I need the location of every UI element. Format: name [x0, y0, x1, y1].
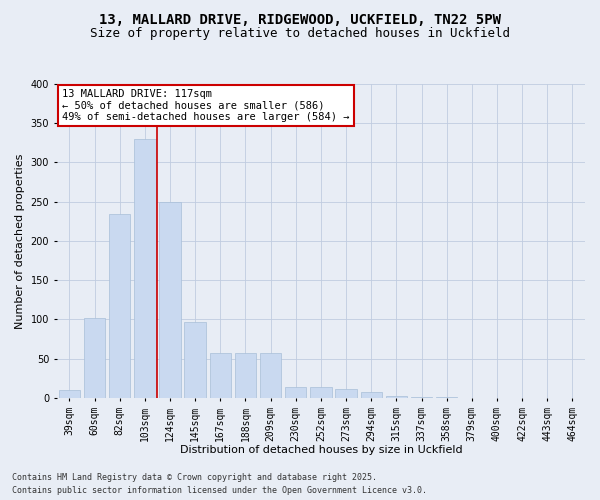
Bar — [310, 387, 332, 398]
Bar — [285, 387, 307, 398]
Bar — [361, 392, 382, 398]
Y-axis label: Number of detached properties: Number of detached properties — [15, 154, 25, 328]
Text: 13, MALLARD DRIVE, RIDGEWOOD, UCKFIELD, TN22 5PW: 13, MALLARD DRIVE, RIDGEWOOD, UCKFIELD, … — [99, 12, 501, 26]
Bar — [160, 202, 181, 398]
Text: 13 MALLARD DRIVE: 117sqm
← 50% of detached houses are smaller (586)
49% of semi-: 13 MALLARD DRIVE: 117sqm ← 50% of detach… — [62, 88, 350, 122]
Bar — [335, 388, 357, 398]
Bar — [235, 353, 256, 398]
Bar — [59, 390, 80, 398]
Text: Size of property relative to detached houses in Uckfield: Size of property relative to detached ho… — [90, 28, 510, 40]
Bar — [260, 353, 281, 398]
Bar — [209, 353, 231, 398]
Bar — [84, 318, 105, 398]
Bar — [386, 396, 407, 398]
Bar — [411, 397, 432, 398]
Text: Contains HM Land Registry data © Crown copyright and database right 2025.: Contains HM Land Registry data © Crown c… — [12, 474, 377, 482]
X-axis label: Distribution of detached houses by size in Uckfield: Distribution of detached houses by size … — [179, 445, 462, 455]
Text: Contains public sector information licensed under the Open Government Licence v3: Contains public sector information licen… — [12, 486, 427, 495]
Bar — [184, 322, 206, 398]
Bar — [134, 139, 155, 398]
Bar — [109, 214, 130, 398]
Bar — [436, 397, 457, 398]
